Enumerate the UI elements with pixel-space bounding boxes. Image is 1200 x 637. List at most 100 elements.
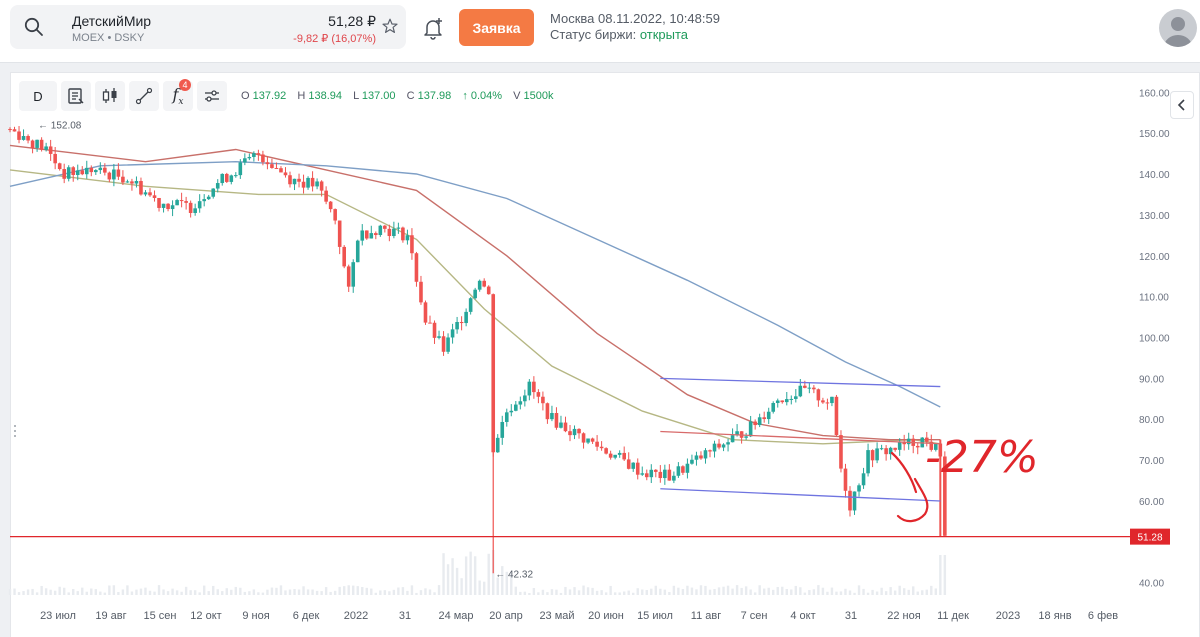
volume-bar	[641, 589, 644, 595]
volume-bar	[848, 590, 852, 595]
candle-body	[586, 438, 590, 443]
ohlc-h-value: 138.94	[308, 90, 343, 102]
volume-bar	[40, 585, 43, 595]
volume-bar	[234, 586, 238, 595]
bell-plus-icon[interactable]	[422, 16, 444, 40]
interval-button[interactable]: D	[19, 81, 57, 111]
news-button[interactable]	[61, 81, 91, 111]
collapse-panel-button[interactable]	[1170, 91, 1194, 119]
volume-bar	[943, 555, 947, 595]
volume-bar	[324, 587, 328, 595]
volume-bar	[645, 589, 648, 595]
volume-bar	[505, 571, 508, 595]
volume-bar	[695, 589, 698, 595]
candle-body	[775, 400, 780, 404]
candle-body	[577, 428, 581, 434]
volume-bar	[559, 592, 563, 595]
avatar-icon[interactable]	[1159, 9, 1197, 47]
volume-bar	[85, 591, 88, 595]
candle-body	[157, 197, 161, 208]
volume-bar	[650, 588, 653, 595]
x-axis-tick-label: 19 авг	[95, 610, 126, 622]
y-axis-tick-label: 90.00	[1139, 374, 1164, 385]
ticker-selector[interactable]: ДетскийМир MOEX • DSKY 51,28 ₽ -9,82 ₽ (…	[10, 5, 406, 49]
chart-type-button[interactable]	[95, 81, 125, 111]
candle-body	[798, 385, 803, 397]
volume-bar	[374, 592, 378, 595]
candle-body	[423, 302, 428, 323]
volume-bar	[388, 591, 391, 595]
candle-body	[211, 188, 216, 197]
candle-body	[71, 167, 76, 175]
candle-body	[446, 337, 450, 352]
volume-bar	[762, 588, 766, 595]
x-axis-tick-label: 9 ноя	[242, 610, 269, 622]
volume-bar	[785, 588, 788, 595]
candle-body	[243, 158, 247, 163]
volume-bar	[130, 591, 134, 595]
volume-bar	[912, 586, 915, 595]
volume-bar	[293, 589, 296, 595]
candle-body	[708, 450, 712, 452]
candle-body	[879, 448, 884, 450]
settings-button[interactable]	[197, 81, 227, 111]
candle-body	[468, 298, 473, 312]
draw-tools-button[interactable]	[129, 81, 159, 111]
candle-body	[685, 463, 690, 473]
candle-body	[690, 459, 694, 464]
candle-body	[789, 398, 794, 400]
indicators-button[interactable]: fx 4	[163, 79, 193, 111]
volume-bar	[871, 589, 874, 595]
order-button[interactable]: Заявка	[459, 9, 534, 46]
volume-bar	[311, 589, 314, 595]
candle-body	[830, 396, 834, 404]
drag-grip-icon[interactable]	[12, 423, 18, 439]
ohlc-v-label: V	[513, 90, 521, 102]
volume-bar	[62, 587, 66, 595]
volume-bar	[166, 591, 170, 595]
volume-bar	[677, 587, 680, 595]
candle-body	[568, 431, 572, 436]
volume-bar	[898, 585, 901, 595]
volume-bar	[284, 590, 287, 595]
volume-bar	[76, 591, 79, 595]
volume-bar	[464, 556, 468, 595]
x-axis-tick-label: 11 дек	[937, 610, 969, 622]
volume-bar	[636, 588, 639, 595]
candle-body	[62, 169, 66, 179]
volume-bar	[419, 590, 423, 595]
candle-body	[364, 230, 369, 239]
volume-bar	[221, 591, 224, 595]
candle-body	[581, 433, 586, 443]
candle-body	[89, 167, 94, 173]
search-icon[interactable]	[24, 17, 44, 37]
volume-bar	[144, 587, 147, 595]
volume-bar	[342, 586, 346, 595]
y-axis-tick-label: 110.00	[1139, 293, 1169, 304]
candle-body	[112, 169, 116, 180]
y-axis-tick-label: 40.00	[1139, 579, 1164, 590]
volume-bar	[532, 588, 536, 595]
candle-body	[53, 153, 57, 164]
candle-body	[139, 180, 143, 195]
volume-bar	[216, 589, 219, 595]
volume-bar	[627, 590, 630, 595]
trend-channel-line	[660, 488, 941, 502]
volume-bar	[772, 589, 775, 595]
candle-body	[554, 413, 559, 428]
volume-bar	[537, 592, 540, 595]
candle-body	[906, 438, 911, 445]
candle-body	[812, 387, 816, 390]
candle-body	[477, 280, 482, 290]
candle-body	[143, 192, 148, 195]
volume-bar	[17, 592, 21, 595]
candle-body	[179, 200, 184, 202]
ticker-change: -9,82 ₽ (16,07%)	[293, 33, 376, 45]
candle-body	[572, 428, 577, 436]
candle-body	[392, 228, 396, 237]
candle-body	[396, 227, 401, 229]
star-icon[interactable]	[382, 18, 398, 34]
volume-bar	[803, 592, 807, 595]
volume-bar	[866, 592, 870, 595]
